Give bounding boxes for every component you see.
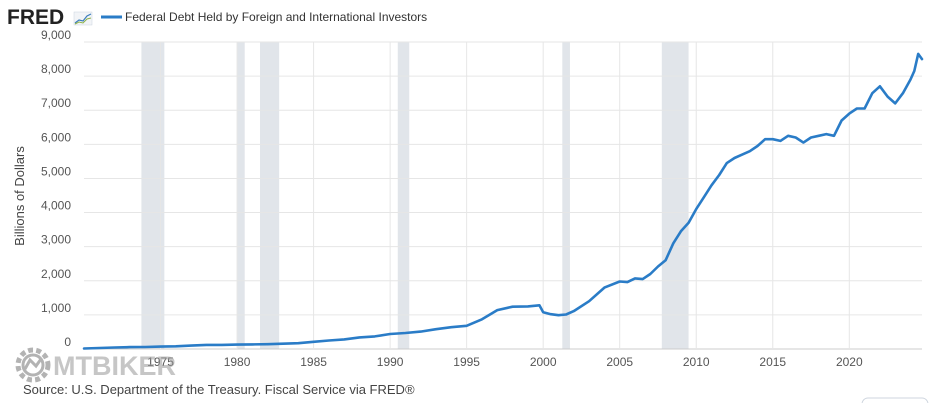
series-layer [82, 52, 924, 350]
y-tick-label: 8,000 [41, 62, 71, 76]
y-tick-label: 6,000 [41, 130, 71, 144]
x-tick-label: 2015 [759, 355, 786, 369]
x-axis-ticks: 1975 1980 1985 1990 1995 2000 2005 2010 2015 2020 [147, 355, 863, 369]
gear-icon [15, 347, 51, 383]
x-tick-label: 2000 [530, 355, 557, 369]
recession-band-5 [562, 42, 570, 349]
recession-band-1 [141, 42, 165, 349]
recession-band-6 [661, 42, 689, 349]
series-line-1[interactable] [82, 52, 924, 350]
y-tick-label: 3,000 [41, 233, 71, 247]
x-tick-label: 2005 [606, 355, 633, 369]
x-tick-label: 2010 [683, 355, 710, 369]
x-tick-label: 1995 [453, 355, 480, 369]
x-tick-label: 1975 [147, 355, 174, 369]
fred-logo[interactable]: FRED [7, 6, 64, 29]
recession-bands [141, 42, 689, 349]
x-tick-label: 1980 [224, 355, 251, 369]
x-tick-label: 1990 [377, 355, 404, 369]
legend-label[interactable]: Federal Debt Held by Foreign and Interna… [125, 10, 427, 24]
y-tick-label: 9,000 [41, 28, 71, 42]
mtbiker-watermark: MTBIKER [15, 347, 176, 383]
source-note: Source: U.S. Department of the Treasury.… [23, 382, 415, 397]
y-tick-label: 2,000 [41, 267, 71, 281]
gridlines [84, 41, 922, 350]
recession-band-3 [260, 42, 280, 349]
x-tick-label: 1985 [300, 355, 327, 369]
recession-band-2 [237, 42, 245, 349]
watermark-text: MTBIKER [53, 351, 176, 381]
y-tick-label: 1,000 [41, 301, 71, 315]
y-axis-title: Billions of Dollars [12, 146, 27, 246]
y-tick-label: 7,000 [41, 96, 71, 110]
y-axis-ticks: 0 1,000 2,000 3,000 4,000 5,000 6,000 7,000 8,00… [41, 28, 71, 349]
x-tick-label: 2020 [836, 355, 863, 369]
y-tick-label: 5,000 [41, 164, 71, 178]
fred-logo-chart-icon [73, 11, 93, 26]
recession-band-4 [397, 42, 410, 349]
share-button[interactable] [861, 397, 929, 403]
header: FRED Federal Debt Held by Foreign and In… [7, 6, 427, 29]
y-tick-label: 0 [64, 335, 71, 349]
y-tick-label: 4,000 [41, 199, 71, 213]
